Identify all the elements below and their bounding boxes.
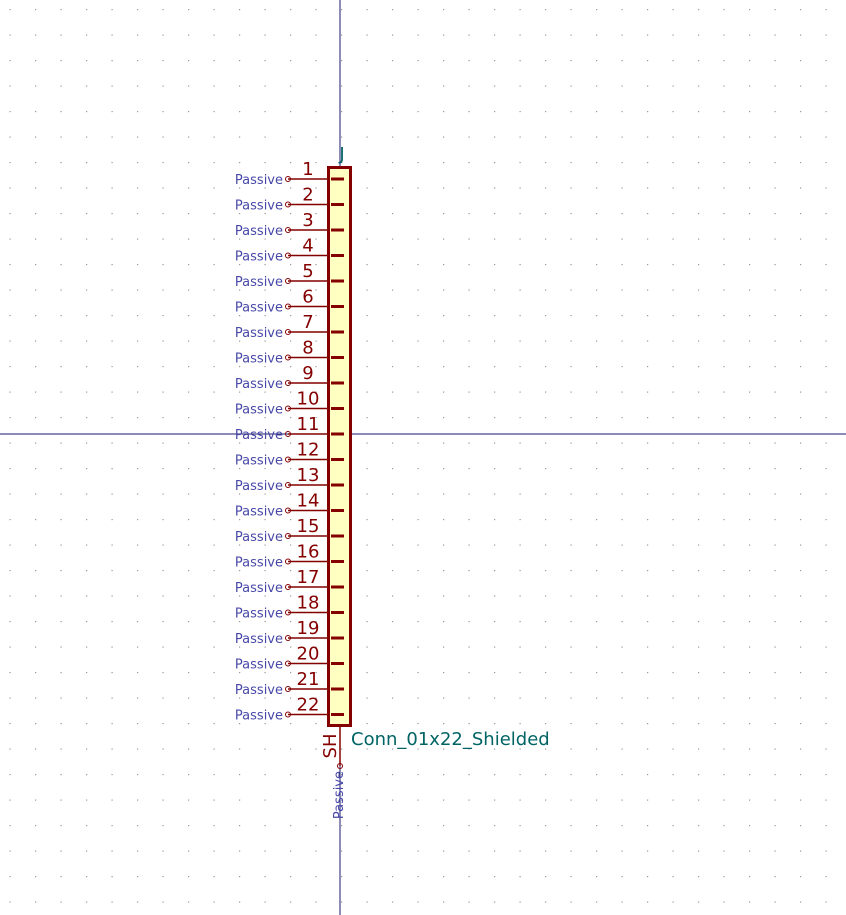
pin-type: Passive <box>235 658 283 673</box>
pin-number: 12 <box>297 440 320 461</box>
pin-type: Passive <box>235 632 283 647</box>
contact <box>331 662 344 665</box>
pin-end <box>285 354 291 361</box>
pin-end <box>285 533 291 539</box>
contact <box>331 585 344 589</box>
pin-type: Passive <box>235 403 283 418</box>
contact <box>331 713 344 716</box>
pin-end <box>285 507 291 514</box>
contact <box>331 254 344 257</box>
pin-end <box>285 380 291 386</box>
pin-type: Passive <box>235 556 283 571</box>
symbol-body <box>327 166 352 727</box>
contact <box>331 509 344 512</box>
pin-number: 2 <box>302 185 313 206</box>
pin-number: 3 <box>302 210 313 231</box>
contact <box>331 356 344 359</box>
pin-end <box>285 227 291 233</box>
contact <box>331 228 344 232</box>
pin-number: 11 <box>297 414 320 435</box>
pin-end <box>285 405 291 412</box>
pin-number: 7 <box>302 312 313 333</box>
contact <box>331 687 344 691</box>
pin-number: 16 <box>297 542 320 563</box>
pin-end <box>285 303 291 310</box>
pin-number: 22 <box>297 695 320 716</box>
pin-type: Passive <box>235 454 283 469</box>
pin-number: 10 <box>297 389 320 410</box>
pin-end <box>285 431 291 437</box>
reference: J <box>338 144 344 165</box>
pin-number: 19 <box>297 618 320 639</box>
pin-type: Passive <box>235 530 283 545</box>
pins: 1 Passive 2 Passive 3 Passive 4 Passive 5 Passive… <box>235 159 344 724</box>
contact <box>331 407 344 410</box>
pin-number: 21 <box>297 669 320 690</box>
pin-end <box>285 635 291 641</box>
pin-end <box>285 686 291 692</box>
contact <box>331 483 344 487</box>
contact <box>331 203 344 206</box>
pin-type: Passive <box>235 581 283 596</box>
shield-pin-end <box>337 763 343 769</box>
pin-end <box>285 456 291 463</box>
pin-number: 9 <box>302 363 313 384</box>
contact <box>331 458 344 461</box>
contact <box>331 330 344 334</box>
pin-number: 1 <box>302 159 313 180</box>
contact <box>331 534 344 538</box>
pin-number: 18 <box>297 593 320 614</box>
contact <box>331 636 344 640</box>
pin-number: 6 <box>302 287 313 308</box>
shield-pin-type: Passive <box>332 771 347 819</box>
pin-type: Passive <box>235 428 283 443</box>
pin-type: Passive <box>235 683 283 698</box>
pin-number: 8 <box>302 338 313 359</box>
pin-number: 13 <box>297 465 320 486</box>
contact <box>331 432 344 436</box>
pin-end <box>285 584 291 590</box>
pin-type: Passive <box>235 607 283 622</box>
pin-number: 15 <box>297 516 320 537</box>
pin-end <box>285 278 291 284</box>
pin-type: Passive <box>235 301 283 316</box>
pin-type: Passive <box>235 709 283 724</box>
contact <box>331 177 344 181</box>
value: Conn_01x22_Shielded <box>351 729 550 750</box>
pin-end <box>285 660 291 667</box>
pin-type: Passive <box>235 173 283 188</box>
pin-type: Passive <box>235 250 283 265</box>
pin-number: 20 <box>297 644 320 665</box>
pin-end <box>285 176 291 182</box>
pin-type: Passive <box>235 505 283 520</box>
pin-end <box>285 201 291 208</box>
pin-number: 5 <box>302 261 313 282</box>
pin-number: 4 <box>302 236 313 257</box>
pin-end <box>285 711 291 718</box>
pin-type: Passive <box>235 224 283 239</box>
pin-number: 17 <box>297 567 320 588</box>
contact <box>331 381 344 385</box>
pin-end <box>285 482 291 488</box>
pin-type: Passive <box>235 326 283 341</box>
pin-type: Passive <box>235 479 283 494</box>
shield-pin-number: SH <box>320 734 341 759</box>
pin-end <box>285 609 291 616</box>
pin-end <box>285 252 291 259</box>
pin-type: Passive <box>235 199 283 214</box>
pin-type: Passive <box>235 352 283 367</box>
contact <box>331 611 344 614</box>
pin-end <box>285 329 291 335</box>
pin-type: Passive <box>235 275 283 290</box>
contact <box>331 305 344 308</box>
pin-type: Passive <box>235 377 283 392</box>
pin-number: 14 <box>297 491 320 512</box>
contact <box>331 279 344 283</box>
pin-end <box>285 558 291 565</box>
contact <box>331 560 344 563</box>
